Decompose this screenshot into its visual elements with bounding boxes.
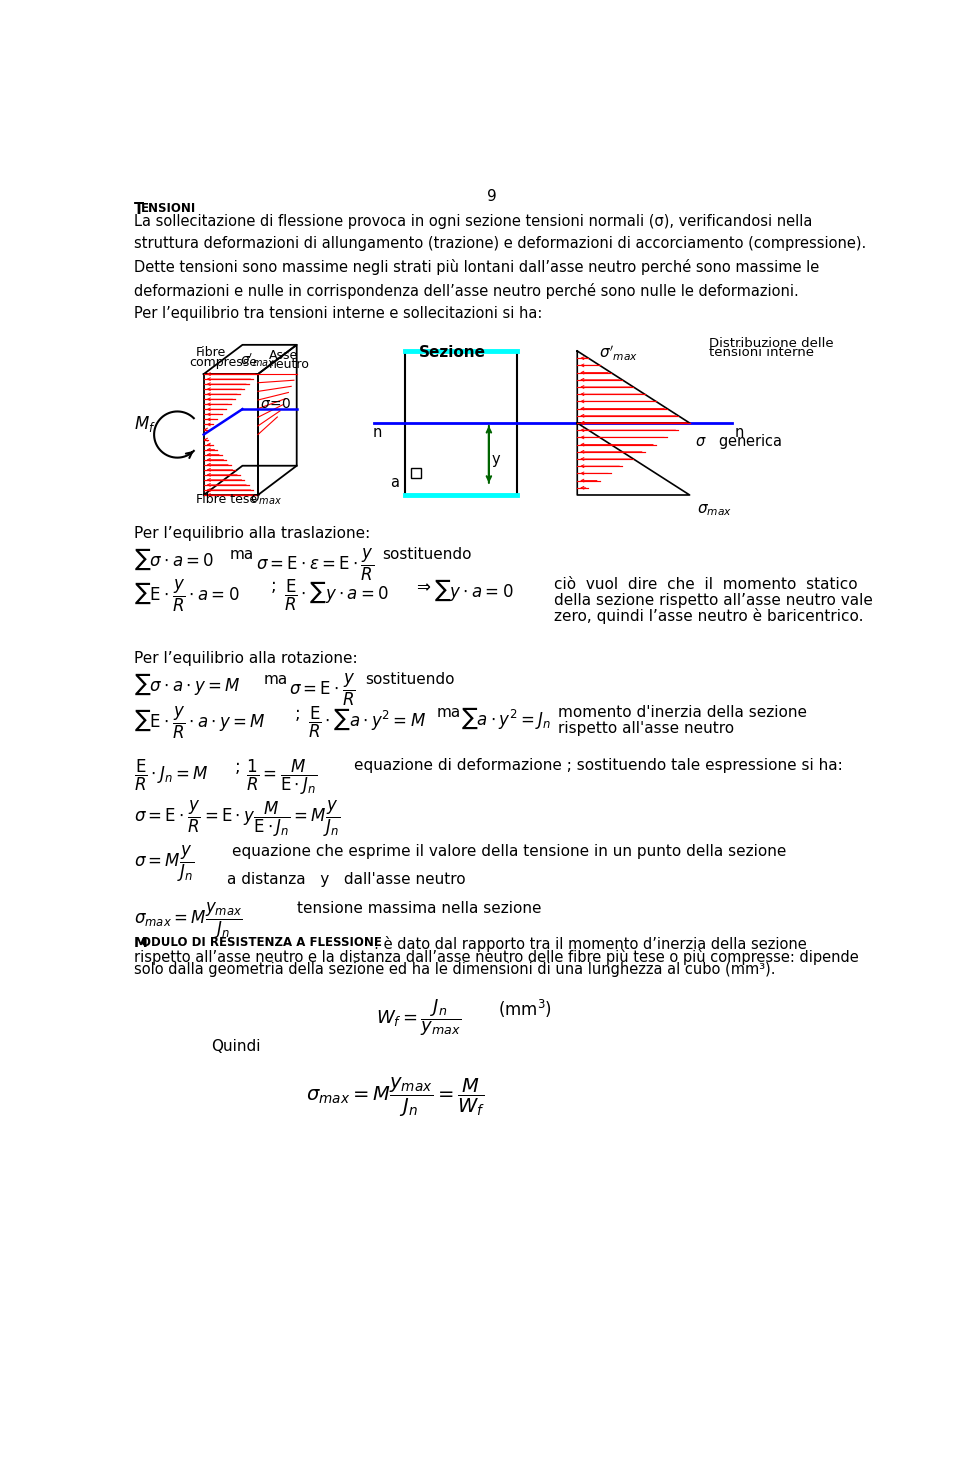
Text: La sollecitazione di flessione provoca in ogni sezione tensioni normali (σ), ver: La sollecitazione di flessione provoca i…	[134, 213, 866, 322]
Text: T: T	[134, 202, 144, 218]
Text: $\sum\sigma\cdot a\cdot y=M$: $\sum\sigma\cdot a\cdot y=M$	[134, 673, 240, 697]
Text: ma: ma	[263, 673, 288, 687]
Text: : è dato dal rapporto tra il momento d’inerzia della sezione: : è dato dal rapporto tra il momento d’i…	[374, 936, 807, 952]
Text: $\left(\mathrm{mm}^3\right)$: $\left(\mathrm{mm}^3\right)$	[498, 997, 552, 1020]
Text: $\sigma_{max}$: $\sigma_{max}$	[697, 503, 732, 519]
Text: equazione che esprime il valore della tensione in un punto della sezione: equazione che esprime il valore della te…	[232, 844, 787, 858]
Text: ma: ma	[436, 705, 461, 721]
Text: $\sum y\cdot a=0$: $\sum y\cdot a=0$	[434, 577, 514, 602]
Bar	[412, 468, 421, 478]
Text: equazione di deformazione ; sostituendo tale espressione si ha:: equazione di deformazione ; sostituendo …	[354, 757, 843, 772]
Text: $\sigma_{max}=M\dfrac{y_{max}}{J_n}=\dfrac{M}{W_f}$: $\sigma_{max}=M\dfrac{y_{max}}{J_n}=\dfr…	[306, 1076, 486, 1120]
Text: a: a	[390, 475, 398, 490]
Text: $\sigma'_{max}$: $\sigma'_{max}$	[599, 344, 638, 363]
Text: M: M	[134, 936, 148, 950]
Text: $\sigma\mathbf{'}_{max}$: $\sigma\mathbf{'}_{max}$	[240, 351, 276, 368]
Text: ;: ;	[234, 757, 240, 775]
Text: $\dfrac{1}{R}=\dfrac{M}{\mathrm{E}\cdot J_n}$: $\dfrac{1}{R}=\dfrac{M}{\mathrm{E}\cdot …	[246, 757, 317, 797]
Text: tensione massima nella sezione: tensione massima nella sezione	[297, 901, 541, 915]
Text: a distanza   y   dall'asse neutro: a distanza y dall'asse neutro	[227, 873, 466, 887]
Text: 9: 9	[487, 189, 497, 205]
Text: $\dfrac{\mathrm{E}}{R}\cdot J_n=M$: $\dfrac{\mathrm{E}}{R}\cdot J_n=M$	[134, 757, 208, 792]
Text: sostituendo: sostituendo	[382, 547, 471, 561]
Text: $\sigma_{max}=M\dfrac{y_{max}}{J_n}$: $\sigma_{max}=M\dfrac{y_{max}}{J_n}$	[134, 901, 243, 942]
Text: ;: ;	[271, 577, 276, 595]
Text: momento d'inerzia della sezione: momento d'inerzia della sezione	[558, 705, 806, 721]
Text: ENSIONI: ENSIONI	[141, 202, 196, 215]
Text: $\sum\mathrm{E}\cdot\dfrac{y}{R}\cdot a\cdot y=M$: $\sum\mathrm{E}\cdot\dfrac{y}{R}\cdot a\…	[134, 705, 266, 741]
Text: della sezione rispetto all’asse neutro vale: della sezione rispetto all’asse neutro v…	[554, 592, 873, 608]
Text: ma: ma	[230, 547, 254, 561]
Text: Sezione: Sezione	[419, 345, 486, 360]
Text: $\Rightarrow$: $\Rightarrow$	[413, 577, 431, 595]
Text: Fibre tese: Fibre tese	[196, 493, 257, 506]
Text: $\dfrac{\mathrm{E}}{R}\cdot\sum a\cdot y^2=M$: $\dfrac{\mathrm{E}}{R}\cdot\sum a\cdot y…	[307, 705, 425, 740]
Text: Distribuzione delle: Distribuzione delle	[709, 338, 833, 349]
Text: zero, quindi l’asse neutro è baricentrico.: zero, quindi l’asse neutro è baricentric…	[554, 608, 863, 624]
Text: $\sigma_{max}$: $\sigma_{max}$	[251, 493, 282, 507]
Text: ciò  vuol  dire  che  il  momento  statico: ciò vuol dire che il momento statico	[554, 577, 857, 592]
Text: Fibre: Fibre	[196, 346, 227, 360]
Text: n: n	[734, 424, 744, 440]
Text: ODULO DI RESISTENZA A FLESSIONE: ODULO DI RESISTENZA A FLESSIONE	[141, 936, 382, 949]
Text: $\sigma=\mathrm{E}\cdot\dfrac{y}{R}$: $\sigma=\mathrm{E}\cdot\dfrac{y}{R}$	[289, 673, 356, 708]
Text: $\sigma=\mathrm{E}\cdot\dfrac{y}{R}=\mathrm{E}\cdot y\dfrac{M}{\mathrm{E}\cdot J: $\sigma=\mathrm{E}\cdot\dfrac{y}{R}=\mat…	[134, 800, 340, 839]
Text: ;: ;	[295, 705, 300, 724]
Text: $\dfrac{\mathrm{E}}{R}\cdot\sum y\cdot a=0$: $\dfrac{\mathrm{E}}{R}\cdot\sum y\cdot a…	[284, 577, 389, 613]
Text: $\sum\mathrm{E}\cdot\dfrac{y}{R}\cdot a=0$: $\sum\mathrm{E}\cdot\dfrac{y}{R}\cdot a=…	[134, 577, 239, 614]
Text: Asse: Asse	[269, 349, 298, 361]
Text: Per l’equilibrio alla rotazione:: Per l’equilibrio alla rotazione:	[134, 651, 357, 667]
Text: $\sum\sigma\cdot a=0$: $\sum\sigma\cdot a=0$	[134, 547, 214, 572]
Text: $\sigma$   generica: $\sigma$ generica	[695, 433, 782, 452]
Text: tensioni interne: tensioni interne	[709, 346, 814, 360]
Text: Per l’equilibrio alla traslazione:: Per l’equilibrio alla traslazione:	[134, 526, 371, 541]
Text: $\sigma=\mathrm{E}\cdot\varepsilon=\mathrm{E}\cdot\dfrac{y}{R}$: $\sigma=\mathrm{E}\cdot\varepsilon=\math…	[255, 547, 374, 583]
Text: rispetto all'asse neutro: rispetto all'asse neutro	[558, 721, 734, 735]
Text: rispetto all’asse neutro e la distanza dall’asse neutro delle fibre più tese o p: rispetto all’asse neutro e la distanza d…	[134, 949, 858, 965]
Text: $W_f=\dfrac{J_n}{y_{max}}$: $W_f=\dfrac{J_n}{y_{max}}$	[375, 997, 461, 1038]
Text: n: n	[372, 424, 382, 440]
Text: Quindi: Quindi	[211, 1039, 261, 1054]
Text: solo dalla geometria della sezione ed ha le dimensioni di una lunghezza al cubo : solo dalla geometria della sezione ed ha…	[134, 962, 776, 978]
Text: sostituendo: sostituendo	[365, 673, 454, 687]
Text: compresse: compresse	[190, 355, 257, 368]
Text: y: y	[492, 452, 500, 466]
Text: $\sigma\!=\!0$: $\sigma\!=\!0$	[259, 398, 291, 411]
Text: $\sigma=M\dfrac{y}{J_n}$: $\sigma=M\dfrac{y}{J_n}$	[134, 844, 194, 885]
Text: $M_f$: $M_f$	[134, 414, 156, 434]
Text: $\sum a\cdot y^2=J_n$: $\sum a\cdot y^2=J_n$	[461, 705, 551, 731]
Text: neutro: neutro	[269, 358, 310, 371]
